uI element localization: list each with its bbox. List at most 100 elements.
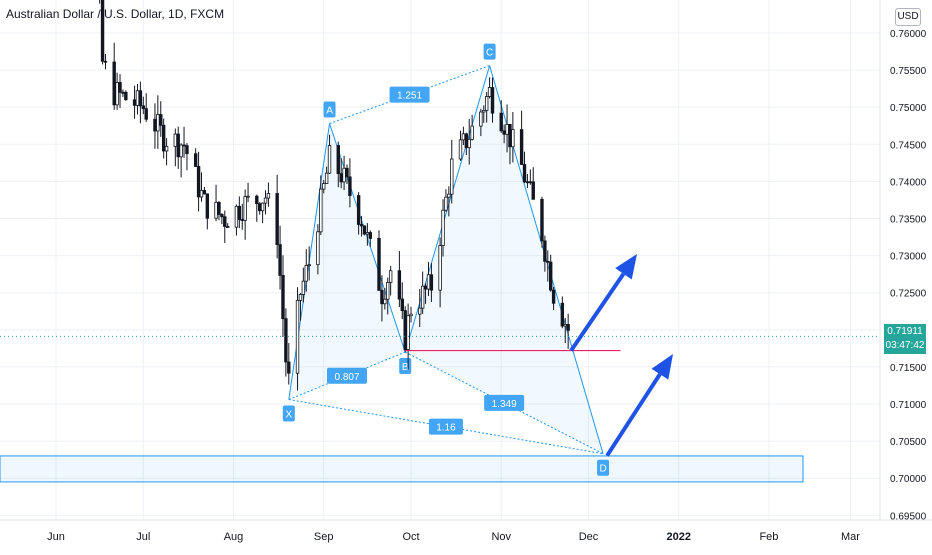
- candle-down: [464, 133, 469, 149]
- time-tick-label: Aug: [224, 531, 244, 543]
- candle-up: [438, 245, 442, 291]
- candle-up: [386, 282, 390, 300]
- candles: [99, 0, 570, 391]
- time-tick-label: Oct: [402, 531, 419, 543]
- price-tick-label: 0.70000: [890, 474, 927, 485]
- ratio-label-box: [327, 367, 367, 384]
- candle-up: [234, 205, 239, 228]
- candle-up: [266, 193, 271, 199]
- time-tick-label: Sep: [314, 531, 334, 543]
- candle-down: [217, 201, 221, 215]
- candle-up: [450, 158, 454, 195]
- candle-down: [380, 289, 384, 305]
- candle-up: [199, 190, 204, 198]
- candle-up: [420, 285, 425, 309]
- candle-down: [348, 176, 352, 196]
- candle-up: [298, 294, 303, 301]
- price-axis[interactable]: 0.76000 0.75500 0.75000 0.74500 0.74000 0.735…: [879, 0, 927, 522]
- candle-up: [156, 114, 160, 132]
- point-label-d: D: [599, 464, 606, 475]
- candle-down: [531, 181, 535, 200]
- candle-down: [502, 130, 506, 135]
- candle-up: [322, 183, 326, 190]
- candle-down: [546, 260, 550, 263]
- candle-up: [260, 202, 265, 212]
- candle-up: [179, 144, 183, 158]
- current-price-value: 0.71911: [887, 326, 923, 337]
- candle-up: [487, 87, 492, 97]
- candle-up: [458, 139, 463, 160]
- pattern-ratio-line-xd: [288, 399, 604, 455]
- candle-up: [307, 264, 311, 267]
- candle-down: [159, 114, 163, 126]
- candle-up: [135, 90, 140, 106]
- candle-down: [400, 298, 404, 312]
- candle-up: [304, 265, 308, 282]
- time-tick-label: Jul: [136, 531, 150, 543]
- target-zone: [0, 455, 804, 483]
- candle-up: [426, 274, 431, 290]
- time-axis[interactable]: Jun Jul Aug Sep Oct Nov Dec 2022 Feb Mar: [0, 519, 932, 543]
- ratio-label-box: [428, 418, 463, 435]
- candle-down: [525, 181, 530, 184]
- candle-down: [205, 193, 210, 219]
- arrow-head: [615, 254, 637, 280]
- ratio-label: 1.349: [492, 399, 517, 410]
- overlays: [0, 254, 880, 457]
- candle-down: [278, 244, 282, 276]
- candle-up: [461, 133, 466, 141]
- candle-down: [121, 91, 125, 94]
- candle-down: [359, 224, 364, 227]
- harmonic-pattern[interactable]: 1.251 0.807 1.349 1.16 X A B C D: [282, 43, 610, 476]
- ratio-label-box: [389, 86, 430, 103]
- candle-down: [356, 195, 361, 225]
- arrow-shaft: [605, 373, 662, 457]
- candle-up: [301, 280, 306, 295]
- candle-up: [418, 307, 422, 315]
- candle-down: [182, 144, 186, 147]
- candle-up: [479, 111, 483, 127]
- point-label-box: [483, 43, 496, 60]
- time-tick-label: Nov: [491, 531, 511, 543]
- pattern-ratio-line-bd: [404, 351, 604, 455]
- price-tick-label: 0.74500: [890, 140, 927, 151]
- candle-down: [287, 361, 291, 374]
- candle-down: [284, 318, 288, 363]
- price-tick-label: 0.75000: [890, 103, 927, 114]
- price-tick-label: 0.75500: [890, 66, 927, 77]
- pattern-triangle-xab: [288, 123, 406, 400]
- candle-up: [447, 193, 451, 198]
- candle-down: [275, 193, 279, 246]
- candle-down: [141, 105, 145, 110]
- candle-down: [132, 99, 137, 106]
- candle-up: [563, 324, 567, 327]
- time-tick-label: Jun: [47, 531, 65, 543]
- candle-up: [324, 172, 329, 184]
- candle-down: [519, 129, 524, 165]
- candle-down: [368, 232, 372, 239]
- candle-down: [237, 205, 242, 220]
- candle-down: [124, 91, 128, 101]
- current-price-tag: 0.71911 03:47:42: [884, 324, 926, 354]
- point-label-box: [282, 405, 295, 422]
- candle-down: [103, 60, 108, 63]
- candle-down: [551, 289, 556, 304]
- candle-down: [543, 240, 547, 262]
- price-tick-label: 0.70500: [890, 437, 927, 448]
- candle-up: [115, 82, 119, 106]
- candle-down: [196, 166, 201, 198]
- candle-down: [522, 164, 527, 183]
- candle-down: [100, 0, 105, 62]
- arrow-shaft: [569, 272, 626, 352]
- point-label-box: [597, 459, 610, 476]
- candle-down: [161, 124, 166, 152]
- candle-up: [484, 96, 489, 111]
- price-tick-label: 0.73500: [890, 215, 927, 226]
- candle-up: [482, 109, 486, 113]
- arrow-head: [651, 354, 673, 380]
- candle-up: [467, 138, 471, 149]
- currency-button[interactable]: USD: [895, 8, 921, 26]
- candle-down: [336, 145, 340, 174]
